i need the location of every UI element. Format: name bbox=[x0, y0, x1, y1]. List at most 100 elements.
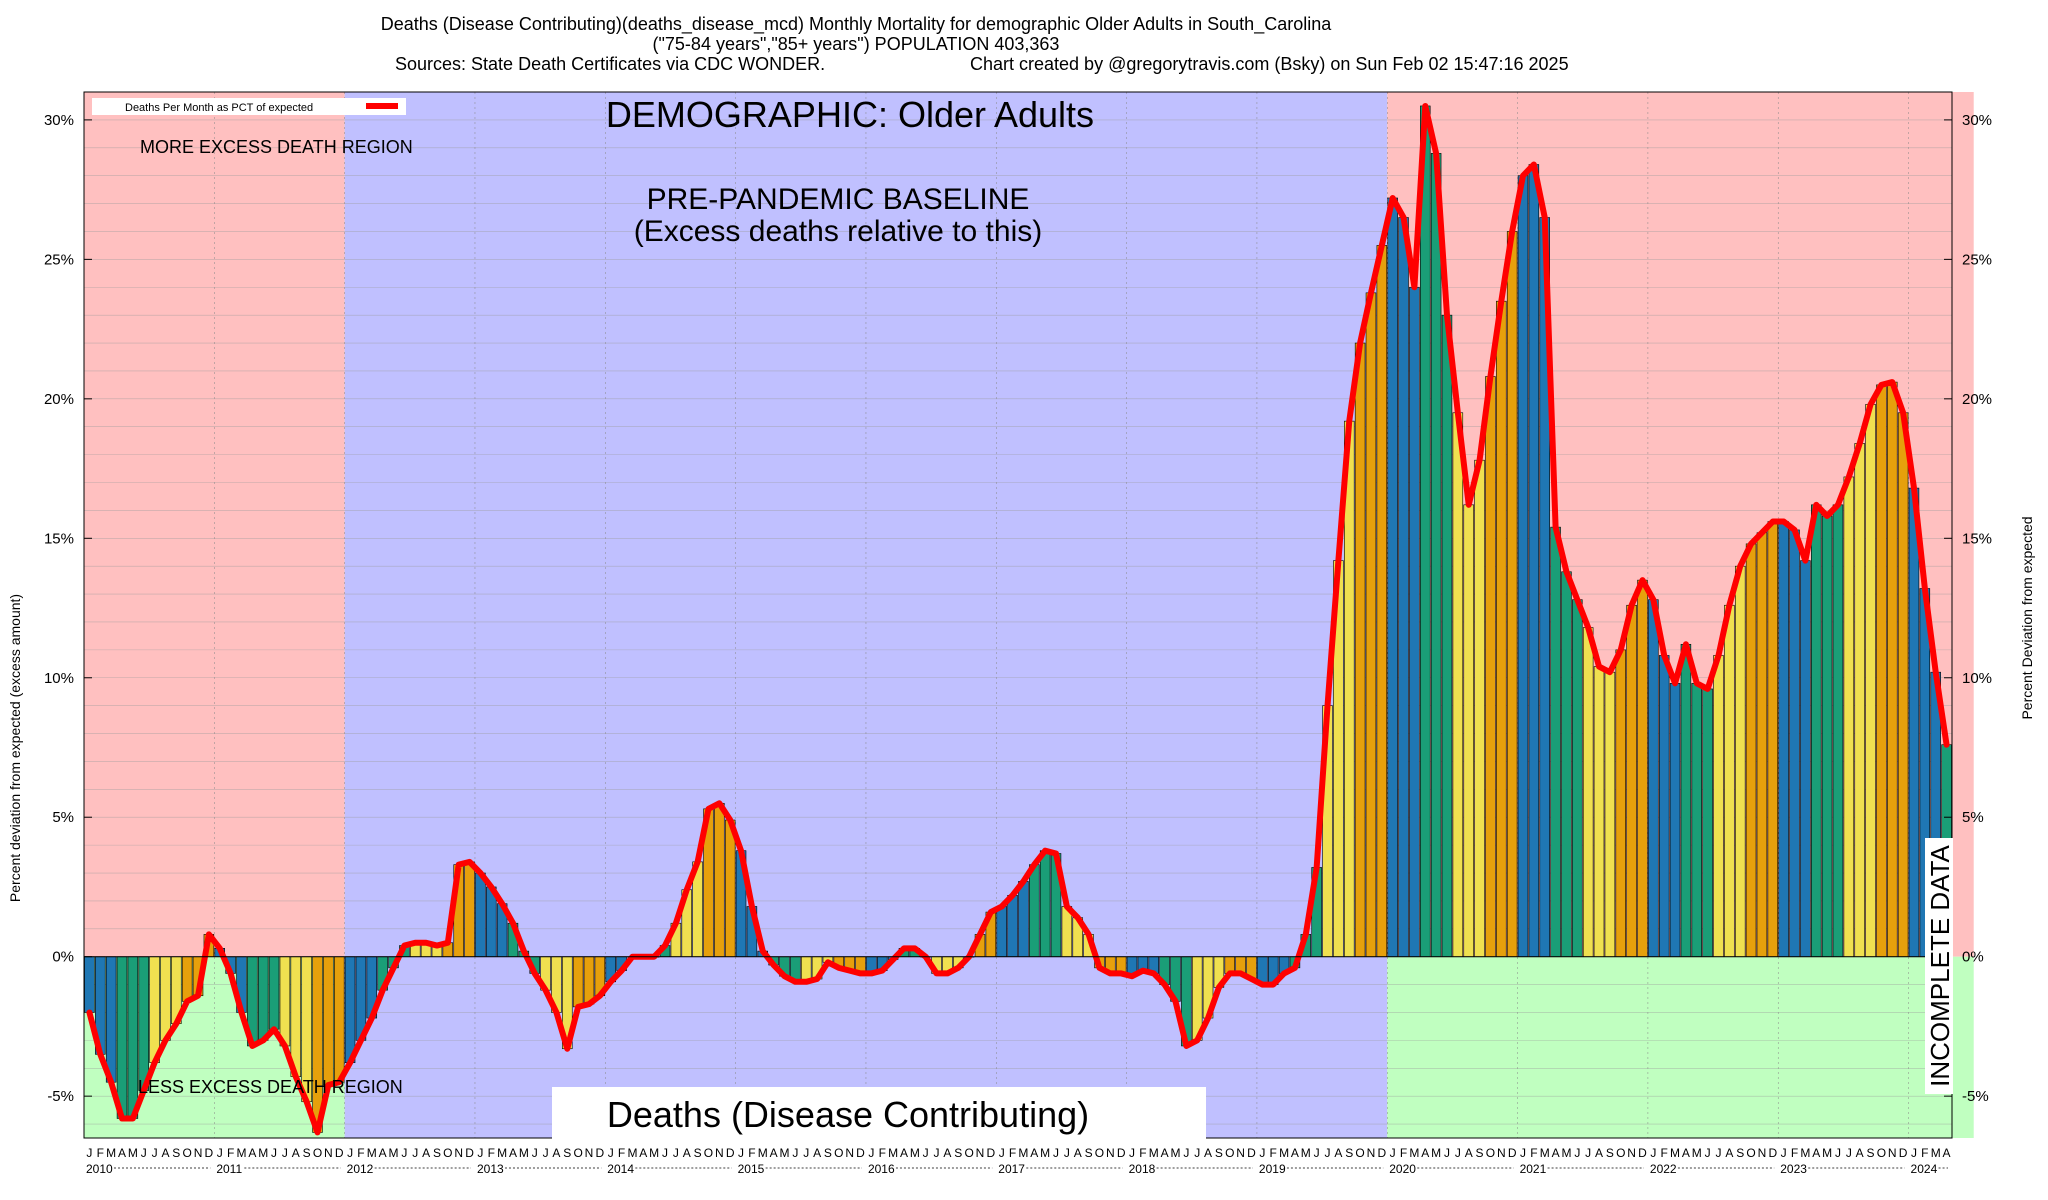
bar bbox=[127, 956, 139, 1119]
bar bbox=[1908, 487, 1920, 957]
bar bbox=[1496, 300, 1507, 957]
bottom-label-box bbox=[552, 1087, 1206, 1141]
bar bbox=[1354, 342, 1366, 957]
x-tick-month: A bbox=[1074, 1146, 1082, 1160]
x-tick-month: N bbox=[1627, 1146, 1636, 1160]
x-tick-month: M bbox=[1540, 1146, 1550, 1160]
bar bbox=[1778, 521, 1789, 957]
bar bbox=[583, 956, 595, 1005]
x-tick-month: F bbox=[1530, 1146, 1537, 1160]
bottom-label: Deaths (Disease Contributing) bbox=[607, 1094, 1089, 1135]
x-tick-month: J bbox=[217, 1146, 223, 1160]
bar bbox=[160, 956, 171, 1041]
x-tick-month: A bbox=[1291, 1146, 1299, 1160]
x-tick-month: S bbox=[824, 1146, 832, 1160]
axes: -5% -5% 0% 0% 5% 5% 10% 10% 15% 15% 20% 20% 25% 25% 30… bbox=[44, 91, 1992, 1176]
x-tick-month: A bbox=[422, 1146, 430, 1160]
x-tick-month: J bbox=[662, 1146, 668, 1160]
x-tick-month: N bbox=[324, 1146, 333, 1160]
x-tick-month: O bbox=[964, 1146, 973, 1160]
bar bbox=[714, 802, 725, 957]
x-tick-month: M bbox=[1170, 1146, 1180, 1160]
x-tick-month: J bbox=[803, 1146, 809, 1160]
x-tick-year: 2011 bbox=[216, 1162, 242, 1176]
bar bbox=[1550, 526, 1561, 957]
bar bbox=[1572, 599, 1583, 957]
x-tick-month: J bbox=[86, 1146, 92, 1160]
x-tick-month: M bbox=[106, 1146, 116, 1160]
y-tick-label-right: -5% bbox=[1962, 1088, 1989, 1105]
bar bbox=[1648, 599, 1659, 957]
x-tick-month: F bbox=[227, 1146, 234, 1160]
x-tick-month: O bbox=[573, 1146, 582, 1160]
y-tick-label-left: 25% bbox=[44, 251, 74, 268]
x-tick-year: 2014 bbox=[607, 1162, 634, 1176]
x-tick-month: O bbox=[1225, 1146, 1234, 1160]
x-tick-month: M bbox=[1431, 1146, 1441, 1160]
bar bbox=[116, 956, 128, 1119]
x-tick-month: S bbox=[694, 1146, 702, 1160]
x-tick-month: N bbox=[845, 1146, 854, 1160]
bar bbox=[149, 956, 160, 1063]
x-tick-month: N bbox=[585, 1146, 594, 1160]
bar bbox=[1734, 565, 1746, 957]
x-tick-year: 2018 bbox=[1129, 1162, 1156, 1176]
bar bbox=[1756, 532, 1768, 957]
x-tick-month: S bbox=[172, 1146, 180, 1160]
bar bbox=[1452, 412, 1464, 957]
x-tick-month: A bbox=[1204, 1146, 1212, 1160]
y-tick-label-right: 25% bbox=[1962, 251, 1992, 268]
bar bbox=[1517, 175, 1529, 957]
x-tick-month: A bbox=[509, 1146, 517, 1160]
x-tick-month: A bbox=[1334, 1146, 1342, 1160]
x-tick-month: M bbox=[780, 1146, 790, 1160]
bar bbox=[1365, 292, 1377, 957]
excess-region-post bbox=[1387, 92, 1974, 957]
x-tick-month: O bbox=[704, 1146, 713, 1160]
chart-subtitle: ("75-84 years","85+ years") POPULATION 4… bbox=[653, 34, 1060, 54]
x-tick-month: N bbox=[715, 1146, 724, 1160]
bar bbox=[1018, 881, 1029, 957]
x-tick-month: A bbox=[552, 1146, 560, 1160]
bar bbox=[1474, 459, 1485, 957]
less-excess-region-label: LESS EXCESS DEATH REGION bbox=[138, 1077, 403, 1097]
x-tick-month: J bbox=[923, 1146, 929, 1160]
x-tick-month: S bbox=[1345, 1146, 1353, 1160]
y-tick-label-left: 30% bbox=[44, 112, 74, 129]
y-tick-label-left: -5% bbox=[47, 1088, 74, 1105]
x-tick-month: F bbox=[1791, 1146, 1798, 1160]
x-tick-month: A bbox=[683, 1146, 691, 1160]
x-tick-month: A bbox=[1943, 1146, 1951, 1160]
x-tick-month: J bbox=[1259, 1146, 1265, 1160]
x-tick-month: D bbox=[1899, 1146, 1908, 1160]
bar bbox=[84, 956, 95, 1013]
chart-credit: Chart created by @gregorytravis.com (Bsk… bbox=[970, 54, 1569, 74]
y-tick-label-left: 5% bbox=[52, 809, 74, 826]
x-tick-month: D bbox=[987, 1146, 996, 1160]
x-tick-month: M bbox=[1800, 1146, 1810, 1160]
bar bbox=[1865, 404, 1876, 957]
x-tick-month: J bbox=[1835, 1146, 1841, 1160]
x-tick-month: A bbox=[900, 1146, 908, 1160]
x-tick-month: J bbox=[1520, 1146, 1526, 1160]
incomplete-label-box bbox=[1925, 838, 1953, 1094]
bar bbox=[464, 861, 475, 957]
x-tick-month: F bbox=[879, 1146, 886, 1160]
bar bbox=[1680, 643, 1692, 957]
x-tick-month: F bbox=[357, 1146, 364, 1160]
x-tick-month: F bbox=[1400, 1146, 1407, 1160]
x-tick-month: A bbox=[292, 1146, 300, 1160]
legend: Deaths Per Month as PCT of expected bbox=[92, 98, 406, 115]
x-tick-month: S bbox=[1867, 1146, 1875, 1160]
x-tick-month: M bbox=[128, 1146, 138, 1160]
x-tick-month: J bbox=[543, 1146, 549, 1160]
x-tick-month: J bbox=[1705, 1146, 1711, 1160]
x-tick-month: A bbox=[248, 1146, 256, 1160]
bar bbox=[1691, 683, 1703, 957]
x-tick-month: D bbox=[335, 1146, 344, 1160]
chart-title: Deaths (Disease Contributing)(deaths_dis… bbox=[381, 14, 1332, 35]
x-tick-month: A bbox=[1725, 1146, 1733, 1160]
x-tick-month: D bbox=[856, 1146, 865, 1160]
bar bbox=[1039, 850, 1051, 957]
x-tick-month: A bbox=[1421, 1146, 1429, 1160]
